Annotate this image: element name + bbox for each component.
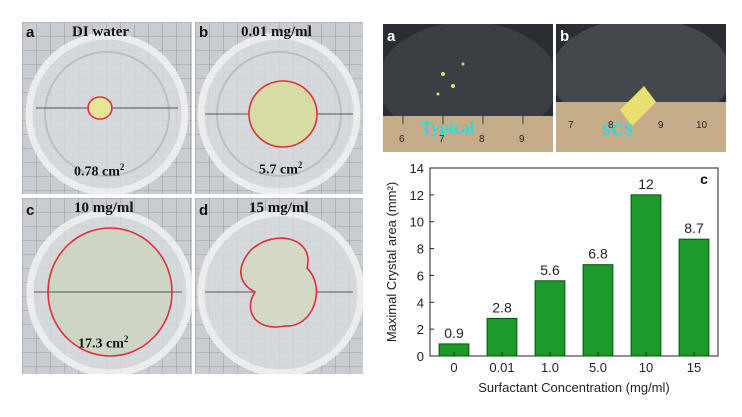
bar-chart: 0 2 4 6 8 10 12 14 0.9 0 2.8 0.01 5.6 1.0 6.8 5.0 12 10 8.… <box>384 161 719 395</box>
petri-dish-image <box>195 22 363 194</box>
petri-dish-image <box>22 22 192 194</box>
ruler-number: 7 <box>568 120 574 131</box>
data-label: 8.7 <box>684 220 704 236</box>
y-tick-label: 12 <box>410 188 424 203</box>
panel-title: 15 mg/ml <box>249 200 309 216</box>
y-tick-label: 8 <box>417 242 424 257</box>
bar <box>678 238 710 357</box>
crystal-photo-a: a Typical 6 7 8 9 <box>383 24 553 152</box>
petri-dish-image <box>195 198 363 374</box>
crystal-image <box>383 24 553 152</box>
bar <box>630 194 662 357</box>
panel-label: c <box>26 202 35 219</box>
data-label: 12 <box>638 176 654 192</box>
area-label: 5.7 cm2 <box>259 160 303 178</box>
photo-panel-c: c 10 mg/ml 17.3 cm2 <box>22 198 192 374</box>
x-tick-label: 1.0 <box>541 360 559 375</box>
photo-panel-a: a DI water 0.78 cm2 <box>22 22 192 194</box>
ruler-number: 9 <box>519 134 525 145</box>
data-label: 0.9 <box>444 325 464 341</box>
y-tick-label: 0 <box>417 349 424 364</box>
y-tick-label: 14 <box>410 161 424 176</box>
photo-caption: Typical <box>421 118 475 137</box>
x-axis-label: Surfactant Concentration (mg/ml) <box>478 380 669 395</box>
panel-label: a <box>387 28 396 45</box>
data-label: 6.8 <box>588 246 608 262</box>
crystal-photo-b: b SCS 7 8 9 10 <box>556 24 726 152</box>
panel-label: d <box>199 202 209 219</box>
y-tick-label: 6 <box>417 268 424 283</box>
panel-title: 0.01 mg/ml <box>241 24 312 40</box>
plot-frame <box>429 167 719 357</box>
crystal-image <box>556 24 726 152</box>
panel-title: DI water <box>72 24 130 40</box>
y-tick-label: 2 <box>417 322 424 337</box>
x-tick-label: 0 <box>450 360 457 375</box>
y-axis-label: Maximal Crystal area (mm²) <box>384 182 399 342</box>
chart-panel-label: c <box>700 171 708 187</box>
panel-label: b <box>560 28 570 45</box>
panel-title: 10 mg/ml <box>74 200 134 216</box>
petri-dish-image <box>22 198 192 374</box>
ruler-number: 9 <box>658 120 664 131</box>
panel-label: b <box>199 24 209 41</box>
y-tick-label: 4 <box>417 295 424 310</box>
x-tick-label: 0.01 <box>489 360 514 375</box>
photo-panel-d: d 15 mg/ml <box>195 198 363 374</box>
panel-label: a <box>26 24 35 41</box>
photo-panel-b: b 0.01 mg/ml 5.7 cm2 <box>195 22 363 194</box>
x-tick-label: 10 <box>639 360 653 375</box>
data-label: 2.8 <box>492 299 512 315</box>
y-tick-label: 10 <box>410 215 424 230</box>
bar <box>486 317 518 357</box>
ruler-number: 10 <box>696 120 708 131</box>
bar <box>582 264 614 357</box>
bar <box>534 280 566 357</box>
area-label: 0.78 cm2 <box>74 162 125 180</box>
area-label: 17.3 cm2 <box>78 334 129 352</box>
ruler-number: 7 <box>439 134 445 145</box>
ruler-number: 6 <box>399 134 405 145</box>
ruler-number: 8 <box>608 120 614 131</box>
data-label: 5.6 <box>540 262 560 278</box>
x-tick-label: 5.0 <box>589 360 607 375</box>
ruler-number: 8 <box>479 134 485 145</box>
x-tick-label: 15 <box>687 360 701 375</box>
photo-caption: SCS <box>602 120 634 139</box>
